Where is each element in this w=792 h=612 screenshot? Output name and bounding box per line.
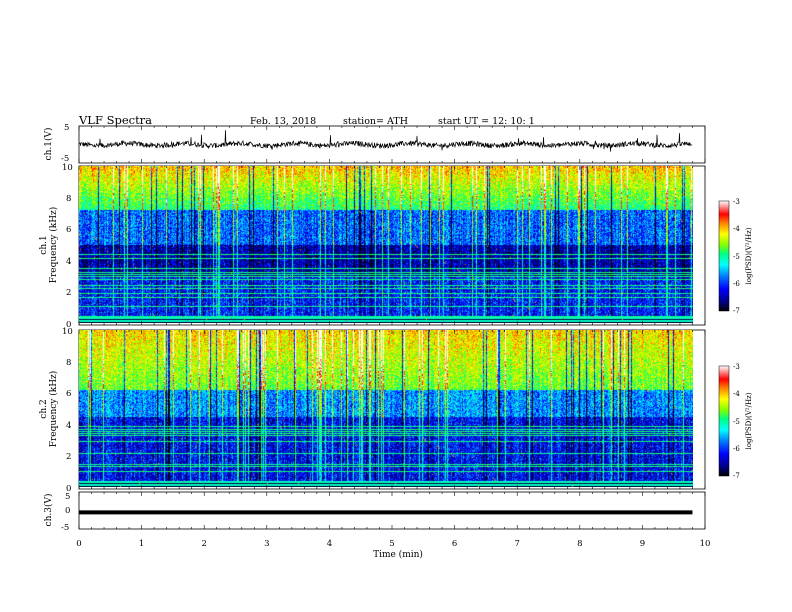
ch1-waveform-ylabel: ch.1(V) — [43, 128, 54, 161]
ch1-ytick-neg5: -5 — [61, 154, 69, 164]
ch2-cb-tick-neg7: -7 — [733, 472, 740, 480]
ch2-cb-tick-neg4: -4 — [733, 390, 740, 398]
ch1-waveform-ticks — [78, 126, 706, 163]
x-tick-label-9: 9 — [640, 539, 645, 549]
x-tick-label-1: 1 — [139, 539, 144, 549]
ch1-cb-tick-neg5: -5 — [733, 253, 740, 261]
ch1-ytick-5: 5 — [64, 123, 69, 133]
x-tick-label-6: 6 — [452, 539, 457, 549]
ch3-waveform-ticks — [78, 492, 706, 529]
ch2-spectrogram-image — [79, 330, 693, 487]
ch3-ytick-0: 0 — [65, 506, 70, 516]
ch1-ytick-4: 4 — [66, 257, 71, 267]
ch1-colorbar-frame — [718, 200, 730, 312]
ch2-cb-tick-neg5: -5 — [733, 418, 740, 426]
x-tick-label-10: 10 — [700, 539, 711, 549]
x-axis-label: Time (min) — [373, 549, 423, 560]
ch2-colorbar-label: log(PSD)(V²/Hz) — [745, 392, 753, 449]
x-tick-label-5: 5 — [389, 539, 394, 549]
ch3-waveform-ylabel: ch.3(V) — [43, 494, 54, 527]
ch1-spectrogram-ylabel-channel: ch.1 — [39, 235, 49, 254]
ch2-ytick-4: 4 — [66, 421, 71, 431]
x-tick-label-7: 7 — [514, 539, 519, 549]
ch2-ytick-10: 10 — [62, 327, 73, 337]
ch1-ytick-0: 0 — [66, 320, 71, 330]
x-tick-label-0: 0 — [76, 539, 81, 549]
ch1-ytick-10: 10 — [62, 163, 73, 173]
ch1-cb-tick-neg3: -3 — [733, 198, 740, 206]
ch2-spectrogram-panel: 10 8 6 4 2 0 ch.2 Frequency (kHz) -3 -4 … — [39, 327, 753, 494]
ch2-ytick-8: 8 — [66, 358, 71, 368]
ch2-spectrogram-ylabel-channel: ch.2 — [39, 399, 49, 418]
date-label: Feb. 13, 2018 — [250, 116, 316, 127]
ch1-spectrogram-panel: 10 8 6 4 2 0 ch.1 Frequency (kHz) -3 -4 … — [39, 163, 753, 330]
ch3-waveform-panel: 5 0 -5 ch.3(V) — [43, 491, 706, 533]
x-tick-label-3: 3 — [264, 539, 269, 549]
ch2-colorbar-frame — [718, 365, 730, 477]
x-tick-label-8: 8 — [577, 539, 582, 549]
ch1-cb-tick-neg7: -7 — [733, 307, 740, 315]
ch3-ytick-5: 5 — [65, 492, 70, 502]
ch1-ytick-8: 8 — [66, 194, 71, 204]
ch1-waveform-line — [78, 130, 693, 152]
ch1-ytick-2: 2 — [66, 288, 71, 298]
ch1-spectrogram-image — [79, 166, 693, 323]
x-tick-label-2: 2 — [201, 539, 206, 549]
ch1-cb-tick-neg4: -4 — [733, 225, 740, 233]
x-axis-tick-labels: 0 1 2 3 4 5 6 7 8 9 10 — [76, 539, 710, 549]
ch1-spectrogram-ylabel-frequency: Frequency (kHz) — [48, 207, 59, 284]
ch1-spectrogram-ticks — [78, 166, 706, 325]
ch3-ytick-neg5: -5 — [61, 523, 69, 533]
ch2-spectrogram-ticks — [78, 330, 706, 489]
ch2-ytick-2: 2 — [66, 452, 71, 462]
chart-title: VLF Spectra — [78, 113, 152, 127]
ch1-colorbar — [719, 201, 729, 311]
ch1-colorbar-label: log(PSD)(V²/Hz) — [745, 227, 753, 284]
station-label: station= ATH — [343, 116, 408, 127]
ch1-ytick-6: 6 — [66, 225, 71, 235]
ch2-ytick-0: 0 — [66, 484, 71, 494]
start-time-label: start UT = 12: 10: 1 — [438, 116, 535, 127]
ch2-cb-tick-neg6: -6 — [733, 445, 740, 453]
ch1-waveform-panel: 5 -5 ch.1(V) — [43, 123, 706, 164]
ch1-cb-tick-neg6: -6 — [733, 280, 740, 288]
x-tick-label-4: 4 — [327, 539, 332, 549]
ch2-colorbar — [719, 366, 729, 476]
ch2-ytick-6: 6 — [66, 389, 71, 399]
ch2-spectrogram-ylabel-frequency: Frequency (kHz) — [48, 371, 59, 448]
ch2-cb-tick-neg3: -3 — [733, 363, 740, 371]
